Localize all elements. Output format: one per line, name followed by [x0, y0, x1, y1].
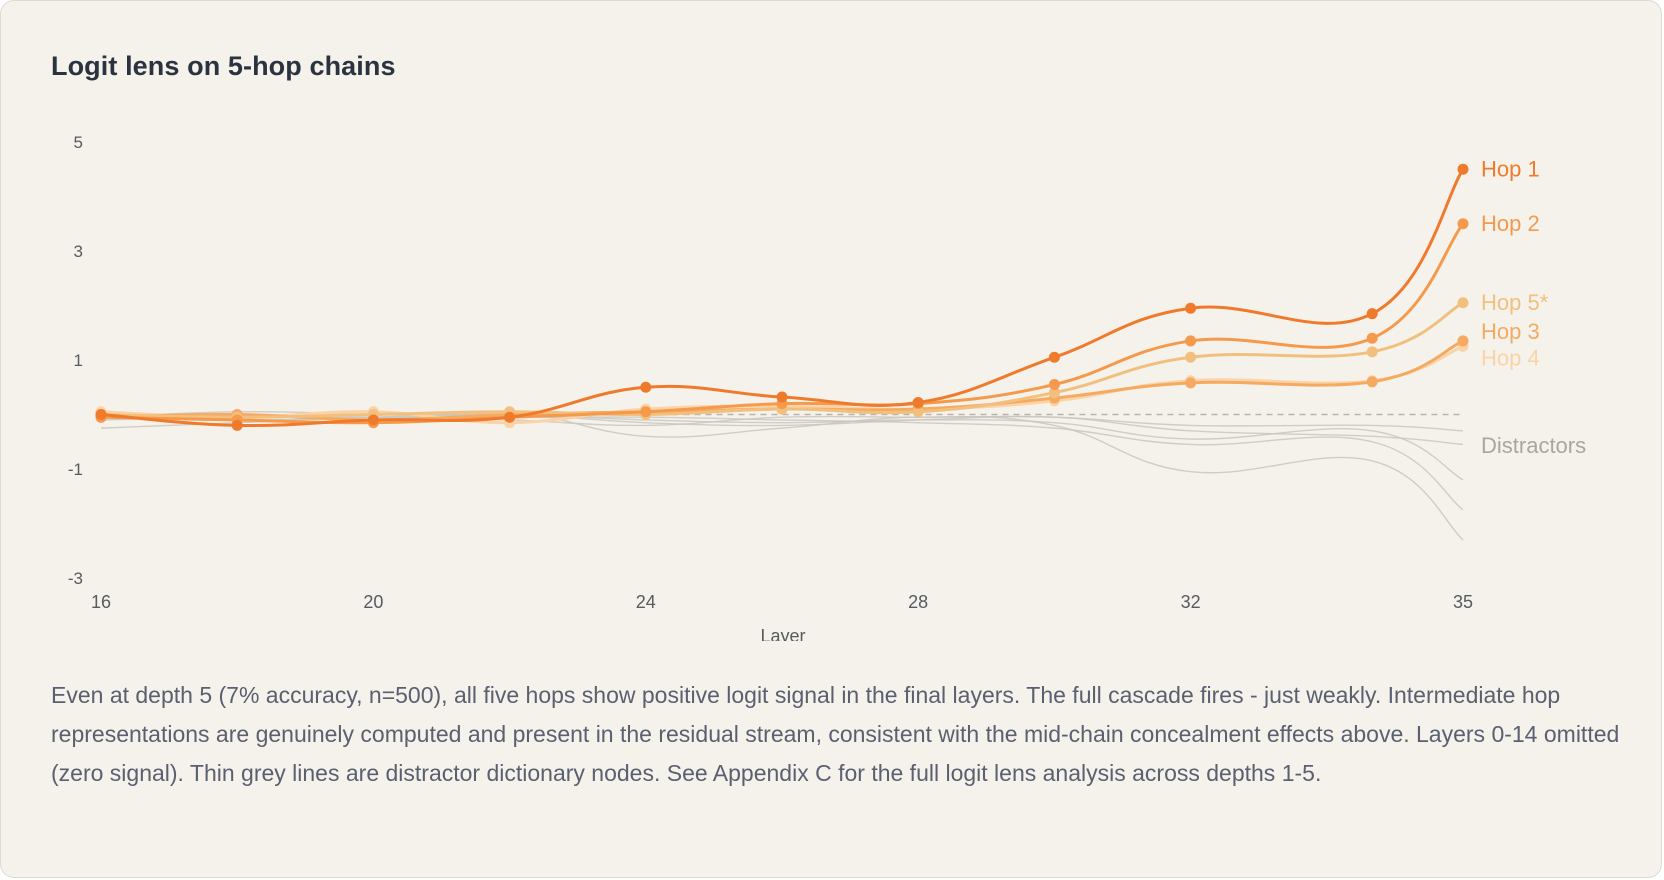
distractor-lines: [100, 410, 1464, 541]
data-point: [912, 406, 924, 418]
data-point: [1048, 379, 1060, 391]
x-tick-label: 20: [363, 592, 383, 612]
y-tick-label: 3: [74, 242, 83, 261]
data-point: [1048, 351, 1060, 363]
data-point: [1366, 376, 1378, 388]
data-point: [1366, 332, 1378, 344]
series-label: Hop 3: [1481, 319, 1540, 344]
data-point: [367, 414, 379, 426]
data-point: [95, 409, 107, 420]
series-label: Hop 2: [1481, 211, 1540, 236]
series-label: Hop 1: [1481, 156, 1540, 181]
data-point: [1457, 163, 1469, 175]
caption-text: Even at depth 5 (7% accuracy, n=500), al…: [51, 682, 1620, 786]
y-axis-ticks: 5 3 1 -1 -3: [68, 133, 83, 588]
data-point: [912, 397, 924, 409]
data-point: [1457, 335, 1469, 347]
data-point: [1457, 218, 1469, 230]
series-label: Hop 4: [1481, 345, 1540, 370]
data-point: [1185, 335, 1197, 347]
data-point: [1185, 302, 1197, 314]
series-label: Hop 5*: [1481, 290, 1549, 315]
series-hop-1: [95, 163, 1469, 431]
data-point: [640, 381, 652, 393]
chart-caption: Even at depth 5 (7% accuracy, n=500), al…: [51, 676, 1621, 793]
data-point: [504, 411, 516, 423]
data-point: [1366, 308, 1378, 320]
x-tick-label: 24: [636, 592, 656, 612]
data-point: [231, 419, 243, 431]
y-tick-label: 5: [74, 133, 83, 152]
x-tick-label: 35: [1453, 592, 1473, 612]
x-axis-ticks: 16 20 24 28 32 35: [91, 592, 1473, 612]
data-point: [776, 391, 788, 403]
x-axis-label: Layer: [760, 626, 805, 641]
x-tick-label: 28: [908, 592, 928, 612]
data-point: [640, 406, 652, 418]
x-tick-label: 16: [91, 592, 111, 612]
data-point: [1185, 351, 1197, 363]
series-lines: [95, 163, 1469, 431]
chart-title: Logit lens on 5-hop chains: [51, 51, 396, 81]
data-point: [1457, 297, 1469, 309]
x-tick-label: 32: [1181, 592, 1201, 612]
y-tick-label: -1: [68, 460, 83, 479]
data-point: [1185, 377, 1197, 389]
data-point: [1366, 346, 1378, 358]
y-tick-label: -3: [68, 569, 83, 588]
distractor-line: [100, 410, 1464, 541]
distractors-label: Distractors: [1481, 433, 1586, 458]
series-line: [99, 167, 1465, 428]
data-point: [1048, 387, 1060, 399]
y-tick-label: 1: [74, 351, 83, 370]
